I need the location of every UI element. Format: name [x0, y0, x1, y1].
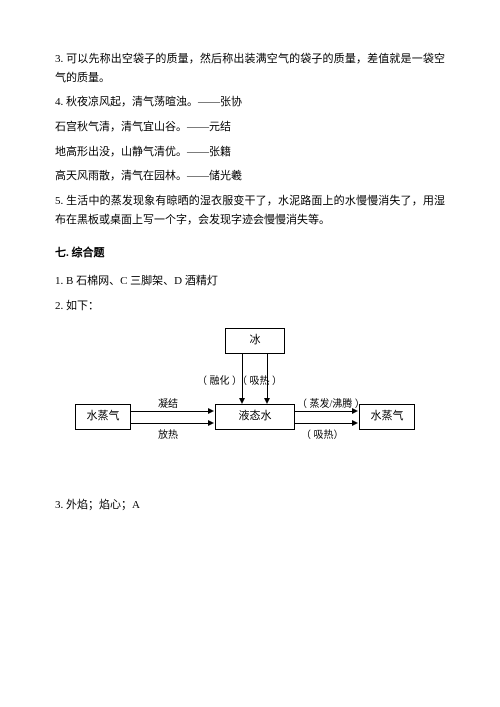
label-melt-absorb: （ 融化 ）（ 吸热 ） — [197, 373, 282, 390]
question-5: 5. 生活中的蒸发现象有晾晒的湿衣服变干了，水泥路面上的水慢慢消失了，用湿布在黑… — [55, 192, 445, 229]
arrow-steam-to-liquid-bottom-head — [208, 420, 214, 426]
answer-3: 3. 外焰；焰心；A — [55, 496, 445, 515]
water-phase-diagram: 冰 （ 融化 ）（ 吸热 ） 水蒸气 液态水 水蒸气 凝结 放热 — [75, 328, 415, 478]
question-4-line-2: 石宫秋气清，清气宜山谷。——元结 — [55, 118, 445, 137]
diagram-node-ice: 冰 — [225, 328, 285, 354]
diagram-node-ice-label: 冰 — [250, 331, 261, 350]
diagram-node-steam-left-label: 水蒸气 — [87, 407, 120, 426]
label-release-heat: 放热 — [158, 427, 178, 444]
question-4-line-3: 地高形出没，山静气清优。——张籍 — [55, 143, 445, 162]
answer-1: 1. B 石棉网、C 三脚架、D 酒精灯 — [55, 272, 445, 291]
answer-2: 2. 如下： — [55, 297, 445, 316]
label-evaporate-boil: （ 蒸发/沸腾 ） — [297, 396, 365, 413]
page-content: 3. 可以先称出空袋子的质量，然后称出装满空气的袋子的质量，差值就是一袋空气的质… — [0, 0, 500, 560]
arrow-steam-to-liquid-top-head — [208, 408, 214, 414]
question-3: 3. 可以先称出空袋子的质量，然后称出装满空气的袋子的质量，差值就是一袋空气的质… — [55, 50, 445, 87]
label-condense: 凝结 — [158, 396, 178, 413]
question-4-line-4: 高天风雨散，清气在园林。——储光羲 — [55, 167, 445, 186]
section-7-heading: 七. 综合题 — [55, 244, 445, 263]
diagram-node-steam-right: 水蒸气 — [359, 404, 415, 430]
arrow-liquid-to-steam-bottom — [295, 423, 353, 424]
question-4-line-1: 4. 秋夜凉风起，清气荡暄浊。——张协 — [55, 93, 445, 112]
arrow-steam-to-liquid-bottom — [131, 423, 209, 424]
diagram-node-steam-right-label: 水蒸气 — [371, 407, 404, 426]
diagram-node-liquid: 液态水 — [215, 404, 295, 430]
arrow-liquid-to-steam-bottom-head — [352, 420, 358, 426]
label-absorb-heat: （ 吸热） — [301, 427, 344, 444]
diagram-node-liquid-label: 液态水 — [239, 407, 272, 426]
diagram-node-steam-left: 水蒸气 — [75, 404, 131, 430]
